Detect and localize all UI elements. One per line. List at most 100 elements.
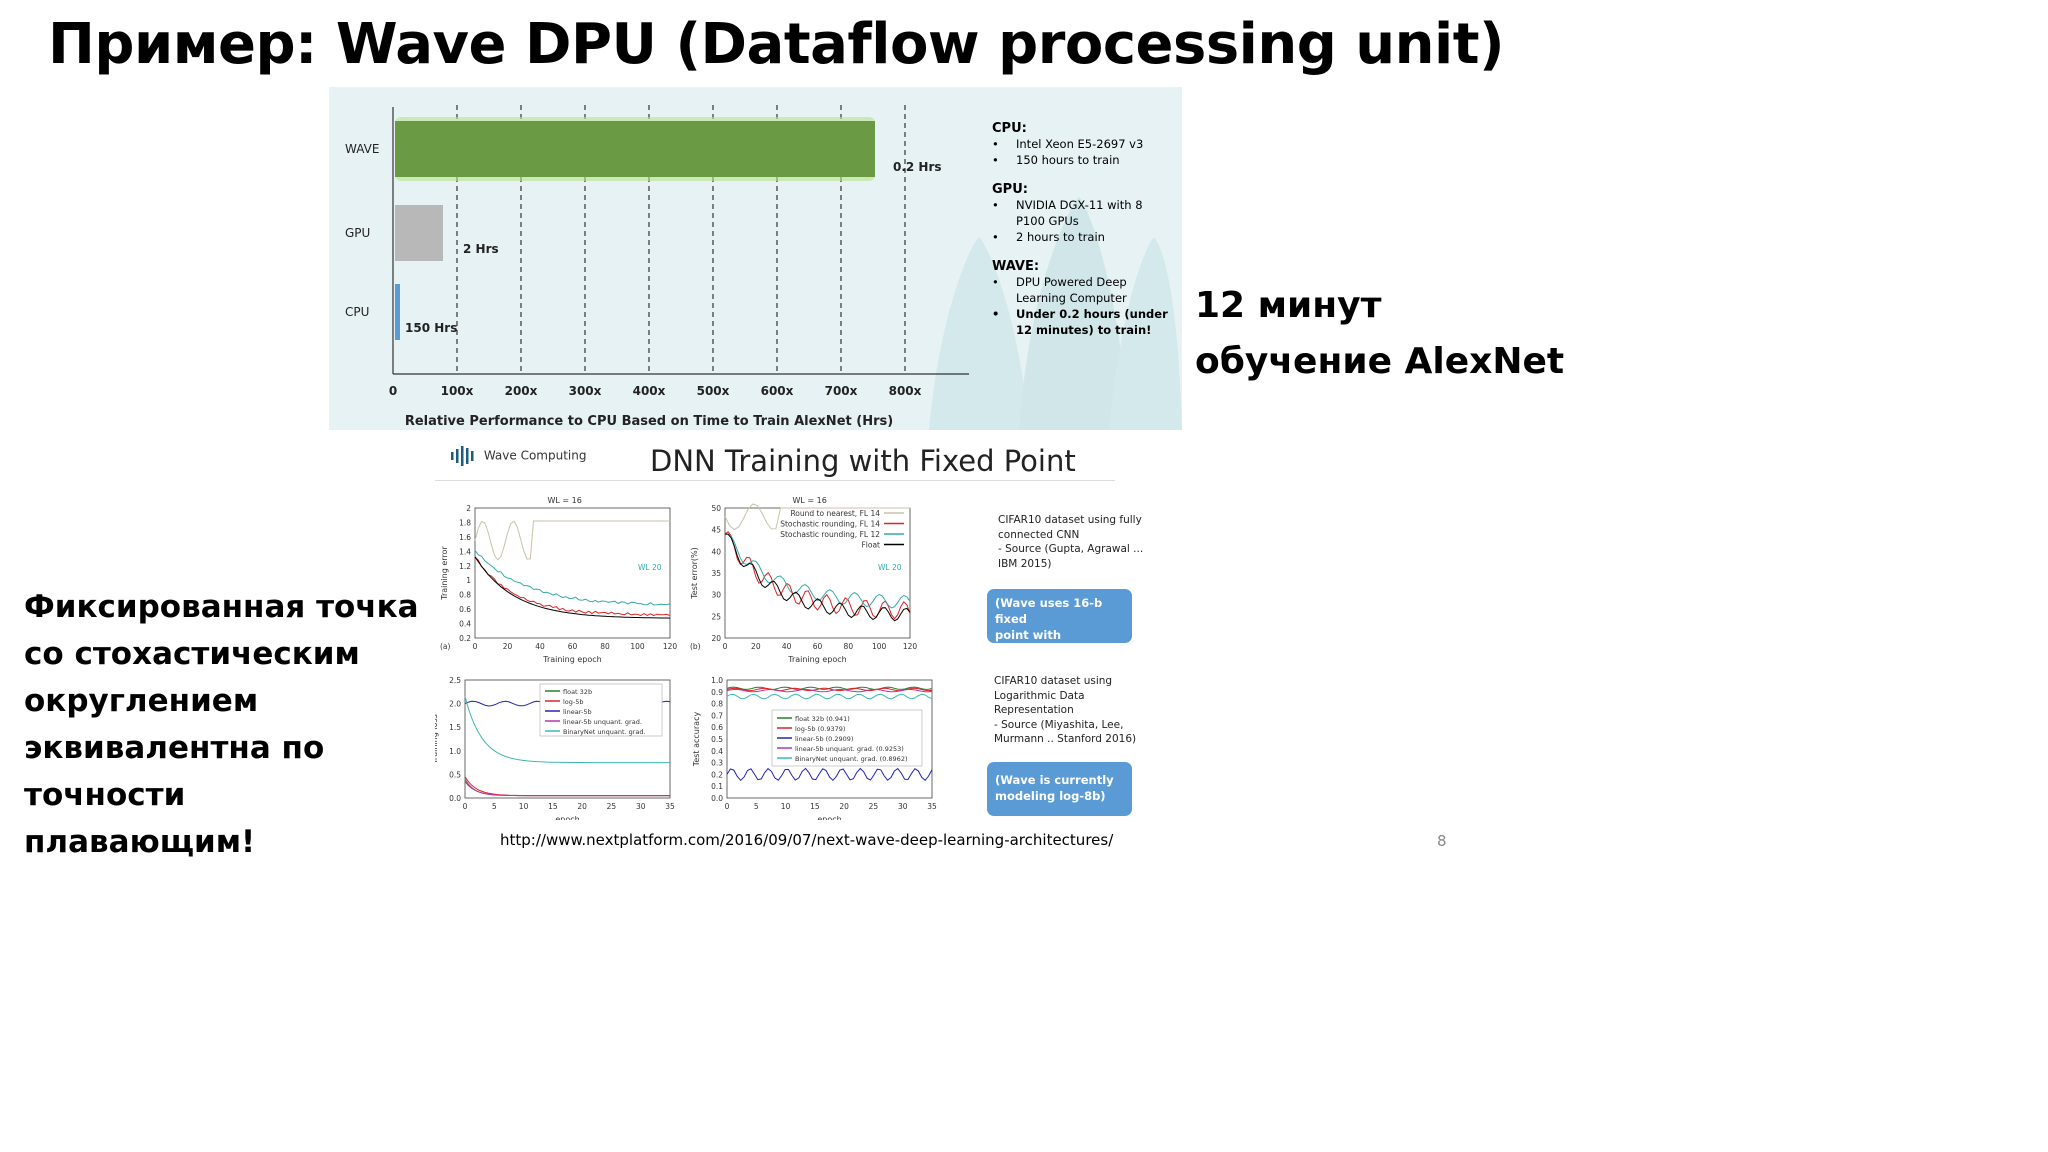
x-tick-label: 800x	[889, 384, 922, 398]
y-tick-label: 0.4	[459, 620, 471, 629]
note-line: 12 минут	[1195, 285, 1382, 326]
note-line: Logarithmic Data	[994, 689, 1085, 702]
x-tick-label: 15	[810, 802, 820, 811]
spec-item: • Intel Xeon E5-2697 v3	[992, 136, 1182, 152]
x-tick-label: 0	[723, 642, 728, 651]
y-tick-label: 0.8	[711, 700, 723, 709]
series-line	[726, 767, 933, 782]
spec-text: NVIDIA DGX-11 with 8	[1016, 198, 1143, 212]
series-line	[474, 556, 671, 617]
x-tick-label: 80	[600, 642, 610, 651]
bar-cpu	[395, 284, 400, 340]
x-tick-label: 20	[751, 642, 761, 651]
x-tick-label: 100	[630, 642, 645, 651]
note-line: CIFAR10 dataset using fully	[998, 514, 1142, 526]
y-tick-label: 45	[711, 526, 721, 535]
y-tick-label: 0.7	[711, 711, 723, 720]
annotation-text: WL 20	[878, 563, 902, 572]
spec-item: • Under 0.2 hours (under	[992, 306, 1182, 322]
spec-item: • DPU Powered Deep	[992, 274, 1182, 290]
x-tick-label: 120	[663, 642, 678, 651]
wave-logo-icon	[451, 446, 474, 466]
y-tick-label: 1.8	[459, 518, 471, 527]
bullet-icon: •	[992, 153, 999, 167]
note-line: Representation	[994, 704, 1074, 716]
x-tick-label: 35	[665, 802, 675, 811]
spec-block: GPU: • NVIDIA DGX-11 with 8 P100 GPUs • 2 hou…	[992, 182, 1182, 245]
series-line	[724, 533, 911, 609]
divider	[435, 480, 1115, 481]
performance-bar-chart: 0 100x 200x 300x 400x 500x 600x 700x 800x WAVE 0.2…	[345, 105, 1182, 430]
y-tick-label: 0.6	[459, 605, 471, 614]
y-tick-label: 0.8	[459, 591, 471, 600]
y-tick-label: 0.6	[711, 723, 723, 732]
legend-entry: float 32b (0.941)	[795, 715, 850, 723]
legend-box	[771, 709, 923, 767]
y-tick-label: 1.6	[459, 533, 471, 542]
box-line: rounding)	[995, 660, 1059, 674]
y-tick-label: 1.0	[711, 676, 723, 685]
y-tick-label: 0.0	[711, 794, 723, 803]
series-line	[474, 556, 671, 619]
spec-text: Learning Computer	[1016, 291, 1127, 305]
legend-entry: float 32b	[563, 688, 592, 696]
y-tick-label: 0.1	[711, 782, 723, 791]
bar-gpu	[395, 205, 443, 261]
x-tick-label: 0	[473, 642, 478, 651]
spec-text: 12 minutes) to train!	[1016, 323, 1152, 337]
y-tick-label: 1.0	[449, 747, 461, 756]
background-leaf-shape	[929, 237, 1029, 430]
source-url[interactable]: http://www.nextplatform.com/2016/09/07/n…	[500, 831, 1114, 849]
y-tick-label: 0.2	[459, 634, 471, 643]
x-tick-label: 30	[898, 802, 908, 811]
x-tick-label: 500x	[697, 384, 730, 398]
legend-entry: linear-5b (0.2909)	[795, 735, 853, 743]
x-tick-label: 20	[577, 802, 587, 811]
y-tick-label: 40	[711, 547, 721, 556]
note-line: эквивалентна по	[24, 730, 325, 766]
wave-log8b-box: (Wave is currently modeling log-8b)	[987, 762, 1132, 816]
note-line: connected CNN	[998, 528, 1080, 541]
y-tick-label: 0.0	[449, 794, 461, 803]
bar-value-label: 2 Hrs	[463, 242, 499, 256]
cifar10-note-1: CIFAR10 dataset using fully connected CN…	[998, 513, 1148, 571]
x-tick-label: 100	[872, 642, 887, 651]
legend-entry: Round to nearest, FL 14	[790, 509, 880, 518]
y-tick-label: 1.2	[459, 562, 471, 571]
x-tick-label: 300x	[569, 384, 602, 398]
series-line	[726, 688, 933, 693]
fixed-point-note: Фиксированная точка со стохастическим ок…	[24, 584, 424, 866]
x-axis-label: epoch	[555, 815, 579, 820]
note-line: со стохастическим	[24, 636, 360, 672]
bar-value-label: 0.2 Hrs	[893, 160, 942, 174]
spec-text: P100 GPUs	[1016, 214, 1079, 228]
note-line: - Source (Gupta, Agrawal ...	[998, 543, 1144, 555]
plot-title: WL = 16	[793, 496, 827, 505]
x-tick-label: 10	[781, 802, 791, 811]
note-line: точности плавающим!	[24, 777, 256, 860]
legend-entry: log-5b (0.9379)	[795, 725, 845, 733]
box-line: (Wave uses 16-b fixed	[995, 596, 1103, 626]
spec-title: CPU:	[992, 121, 1027, 136]
legend-entry: linear-5b unquant. grad.	[563, 718, 642, 726]
x-tick-label: 20	[839, 802, 849, 811]
x-tick-label: 20	[503, 642, 513, 651]
x-tick-label: 35	[927, 802, 937, 811]
spec-title: GPU:	[992, 182, 1028, 197]
legend-entry: Stochastic rounding, FL 12	[780, 530, 880, 539]
spec-block: CPU: • Intel Xeon E5-2697 v3 • 150 hours to …	[992, 121, 1182, 168]
cifar10-note-2: CIFAR10 dataset using Logarithmic Data R…	[994, 674, 1144, 747]
spec-item: • 150 hours to train	[992, 152, 1182, 168]
y-tick-label: 0.5	[449, 770, 461, 779]
x-tick-label: 200x	[505, 384, 538, 398]
legend-entry: Float	[861, 541, 880, 550]
spec-item: P100 GPUs	[992, 213, 1182, 229]
y-tick-label: 20	[711, 634, 721, 643]
plot-title: WL = 16	[548, 496, 582, 505]
background-leaf-shape	[1019, 197, 1129, 430]
logo-text: Wave Computing	[483, 448, 587, 463]
spec-text: Under 0.2 hours (under	[1016, 307, 1168, 321]
series-line	[464, 696, 670, 764]
x-tick-label: 700x	[825, 384, 858, 398]
